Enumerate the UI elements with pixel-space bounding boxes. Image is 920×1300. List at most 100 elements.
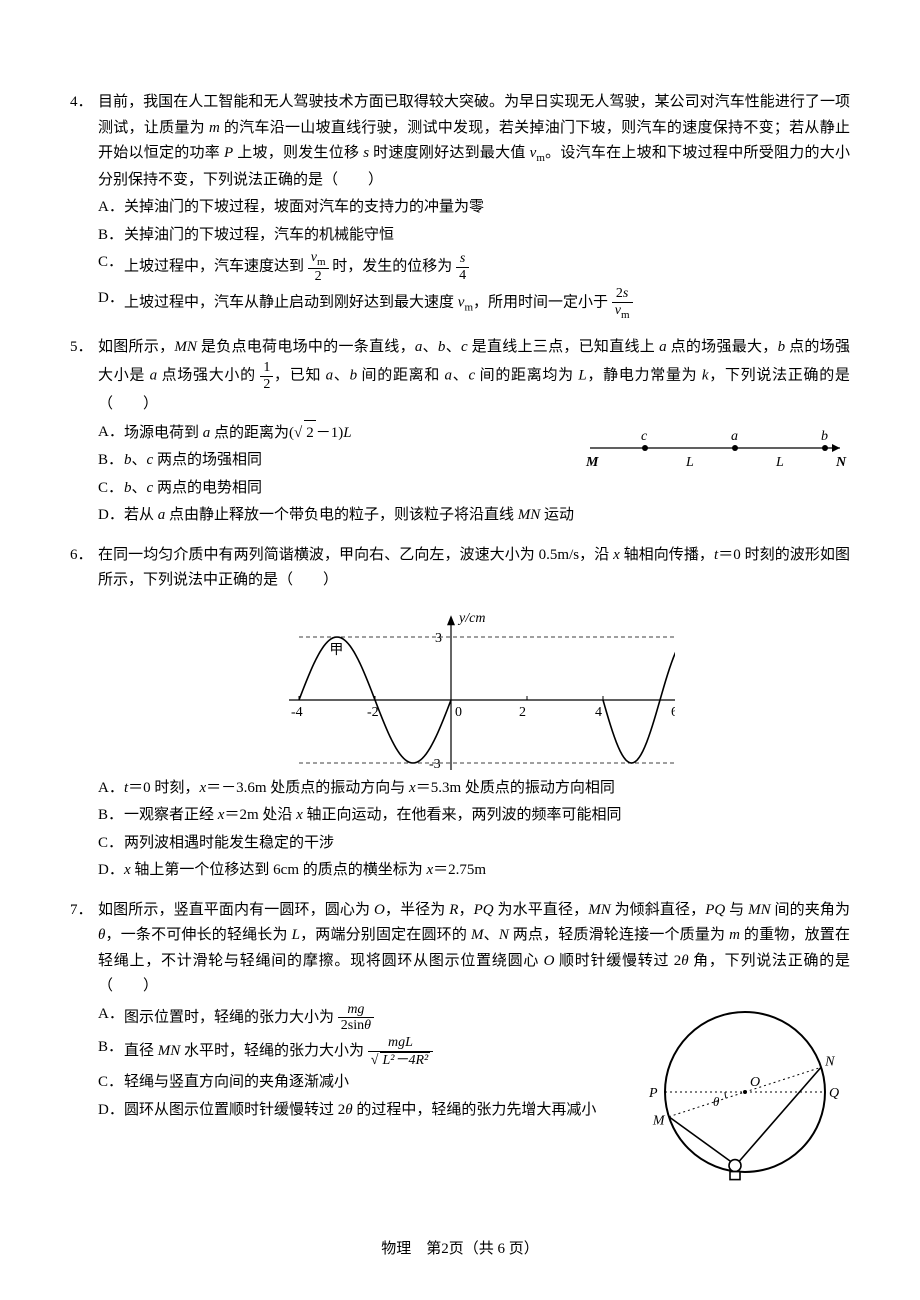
q6-wave-chart: -4-224603-3y/cmx/m甲乙 bbox=[245, 600, 675, 770]
footer-page: 第2页（共 6 页） bbox=[426, 1241, 539, 1257]
v: θ bbox=[681, 953, 688, 969]
t: ＝0 时刻， bbox=[128, 780, 199, 796]
t: 间的距离和 bbox=[357, 368, 444, 384]
opt-label: A． bbox=[98, 195, 124, 221]
footer-subject: 物理 bbox=[381, 1241, 411, 1257]
q4-d-frac: 2svm bbox=[612, 286, 633, 320]
v: θ bbox=[345, 1102, 352, 1118]
question-5: 5． 如图所示，MN 是负点电荷电场中的一条直线，a、b、c 是直线上三点，已知… bbox=[70, 335, 850, 529]
t: 轴相向传播， bbox=[620, 547, 714, 563]
svg-text:N: N bbox=[824, 1054, 835, 1069]
svg-text:6: 6 bbox=[671, 705, 675, 720]
v: O bbox=[544, 953, 555, 969]
svg-text:-3: -3 bbox=[429, 757, 441, 770]
q4-c-frac1: vm2 bbox=[308, 250, 329, 284]
q4-opt-c: C． 上坡过程中，汽车速度达到 vm2 时，发生的位移为 s4 bbox=[98, 250, 850, 284]
q7-opt-d: D．圆环从图示位置顺时针缓慢转过 2θ 的过程中，轻绳的张力先增大再减小 bbox=[98, 1098, 630, 1124]
v: L bbox=[578, 368, 586, 384]
svg-text:L: L bbox=[775, 455, 784, 470]
opt-label: D． bbox=[98, 503, 124, 529]
q4-c-frac2: s4 bbox=[456, 251, 469, 283]
opt-label: D． bbox=[98, 286, 124, 320]
t: 与 bbox=[725, 902, 748, 918]
n: mgL bbox=[368, 1035, 433, 1051]
v: MN bbox=[518, 507, 541, 523]
q4-c-pre: 上坡过程中，汽车速度达到 bbox=[124, 259, 304, 275]
v: x bbox=[124, 862, 131, 878]
v: a bbox=[326, 368, 334, 384]
t: 轴上第一个位移达到 6cm 的质点的横坐标为 bbox=[131, 862, 427, 878]
svg-text:-2: -2 bbox=[367, 705, 379, 720]
v: L bbox=[343, 425, 351, 441]
opt-label: D． bbox=[98, 858, 124, 884]
frac-n: 2s bbox=[612, 286, 633, 302]
t: 运动 bbox=[540, 507, 574, 523]
q7-c-text: 轻绳与竖直方向间的夹角逐渐减小 bbox=[124, 1070, 630, 1096]
t: 为水平直径， bbox=[494, 902, 589, 918]
svg-text:-4: -4 bbox=[291, 705, 303, 720]
q7-b-text: 直径 MN 水平时，轻绳的张力大小为 mgL√L²－4R² bbox=[124, 1035, 630, 1068]
t: ，半径为 bbox=[385, 902, 449, 918]
v: PQ bbox=[474, 902, 494, 918]
t: 、 bbox=[422, 339, 438, 355]
t: ＝2.75m bbox=[433, 862, 486, 878]
svg-text:4: 4 bbox=[595, 705, 602, 720]
q4-options: A．关掉油门的下坡过程，坡面对汽车的支持力的冲量为零 B．关掉油门的下坡过程，汽… bbox=[70, 195, 850, 321]
svg-text:O: O bbox=[750, 1075, 760, 1090]
opt-label: B． bbox=[98, 448, 124, 474]
q5-half: 12 bbox=[260, 360, 273, 392]
v: MN bbox=[748, 902, 771, 918]
v: a bbox=[659, 339, 667, 355]
q4-a-text: 关掉油门的下坡过程，坡面对汽车的支持力的冲量为零 bbox=[124, 195, 850, 221]
q5-a-text: 场源电荷到 a 点的距离为(√2－1)L bbox=[124, 420, 570, 447]
q5-d-text: 若从 a 点由静止释放一个带负电的粒子，则该粒子将沿直线 MN 运动 bbox=[124, 503, 850, 529]
t: ，已知 bbox=[273, 368, 325, 384]
t: 两点的电势相同 bbox=[153, 480, 262, 496]
t: 直径 bbox=[124, 1043, 158, 1059]
v: a bbox=[445, 368, 453, 384]
opt-label: C． bbox=[98, 250, 124, 284]
q4-P: P bbox=[224, 145, 233, 161]
v: b bbox=[350, 368, 358, 384]
t: ＝－3.6m 处质点的振动方向与 bbox=[206, 780, 409, 796]
svg-text:2: 2 bbox=[519, 705, 526, 720]
opt-label: B． bbox=[98, 803, 124, 829]
opt-label: C． bbox=[98, 831, 124, 857]
t: 、 bbox=[483, 927, 498, 943]
q6-c-text: 两列波相遇时能发生稳定的干涉 bbox=[124, 831, 850, 857]
opt-label: A． bbox=[98, 1002, 124, 1034]
t: 、 bbox=[452, 368, 468, 384]
t: 点的场强最大， bbox=[667, 339, 778, 355]
q7-b-frac: mgL√L²－4R² bbox=[368, 1035, 433, 1068]
q4-p2: 上坡，则发生位移 bbox=[233, 145, 363, 161]
page-footer: 物理 第2页（共 6 页） bbox=[70, 1237, 850, 1263]
q7-a-frac: mg2sinθ bbox=[338, 1002, 374, 1034]
q7-stem: 7． 如图所示，竖直平面内有一圆环，圆心为 O，半径为 R，PQ 为水平直径，M… bbox=[70, 898, 850, 1000]
t: ＝5.3m 处质点的振动方向相同 bbox=[416, 780, 615, 796]
v: x bbox=[409, 780, 416, 796]
d: 2 bbox=[260, 377, 273, 392]
t: 一观察者正经 bbox=[124, 807, 218, 823]
t: 、 bbox=[132, 452, 147, 468]
n: 1 bbox=[260, 360, 273, 376]
q7-diagram: OPQMNθ bbox=[640, 1002, 850, 1202]
q4-vm-sub: m bbox=[536, 152, 545, 164]
sqrt-icon: √ bbox=[294, 425, 302, 441]
t: ，一条不可伸长的轻绳长为 bbox=[105, 927, 291, 943]
q4-opt-a: A．关掉油门的下坡过程，坡面对汽车的支持力的冲量为零 bbox=[98, 195, 850, 221]
t: 、 bbox=[132, 480, 147, 496]
q5-diagram: cabMNLL bbox=[580, 420, 850, 470]
sqrt: 2 bbox=[304, 420, 316, 447]
v: MN bbox=[174, 339, 197, 355]
v: k bbox=[702, 368, 709, 384]
q6-opt-a: A．t＝0 时刻，x＝－3.6m 处质点的振动方向与 x＝5.3m 处质点的振动… bbox=[98, 776, 850, 802]
v: L bbox=[292, 927, 300, 943]
svg-text:b: b bbox=[821, 429, 828, 444]
t: 、 bbox=[445, 339, 461, 355]
t: 、 bbox=[333, 368, 349, 384]
n: mg bbox=[338, 1002, 374, 1018]
frac-d: 2 bbox=[308, 269, 329, 284]
q5-number: 5． bbox=[70, 335, 98, 418]
t: 2sin bbox=[341, 1018, 364, 1033]
t: 场源电荷到 bbox=[124, 425, 203, 441]
